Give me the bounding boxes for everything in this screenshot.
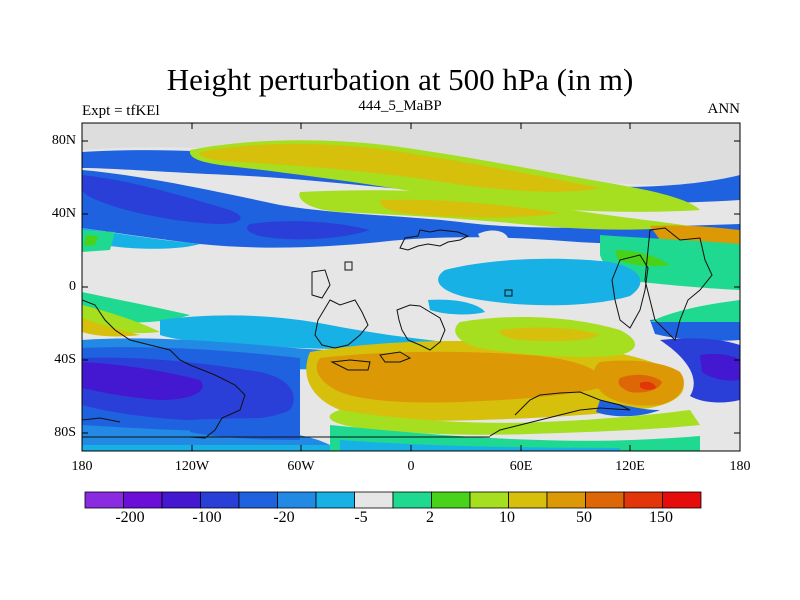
colorbar-swatch <box>238 491 278 509</box>
lat-label-0: 0 <box>69 279 76 294</box>
colorbar-swatch <box>161 491 201 509</box>
colorbar-label: -5 <box>354 509 368 526</box>
lon-label-60w: 60W <box>287 459 315 474</box>
colorbar-swatch <box>277 491 317 509</box>
lon-label-180w: 180 <box>71 459 93 474</box>
colorbar-swatch <box>200 491 240 509</box>
contour-field <box>82 123 740 451</box>
colorbar-label: 150 <box>649 509 673 526</box>
map-title: Height perturbation at 500 hPa (in m) <box>166 62 634 97</box>
colorbar-label: 10 <box>499 509 515 526</box>
colorbar-swatch <box>354 491 394 509</box>
lat-label-80s: 80S <box>54 425 76 440</box>
lat-label-80n: 80N <box>51 133 76 148</box>
colorbar-swatch <box>585 491 625 509</box>
axis-ticks <box>81 123 741 451</box>
colorbar-swatch <box>392 491 432 509</box>
lon-label-0: 0 <box>407 459 415 474</box>
lon-label-120e: 120E <box>615 459 645 474</box>
colorbar-swatch <box>84 491 124 509</box>
lon-label-60e: 60E <box>509 459 533 474</box>
colorbar-label: -200 <box>115 509 145 526</box>
colorbar-swatch <box>123 491 163 509</box>
lat-label-40s: 40S <box>54 352 76 367</box>
experiment-label: Expt = tfKEl <box>82 103 160 119</box>
lon-label-180e: 180 <box>729 459 751 474</box>
colorbar-label: -20 <box>273 509 295 526</box>
period-label: ANN <box>707 101 741 117</box>
colorbar-label: 2 <box>426 509 434 526</box>
run-label: 444_5_MaBP <box>358 98 442 114</box>
colorbar <box>84 491 702 509</box>
lon-label-120w: 120W <box>174 459 210 474</box>
colorbar-swatch <box>431 491 471 509</box>
lat-label-40n: 40N <box>51 206 76 221</box>
coastlines <box>82 227 713 439</box>
colorbar-label: 50 <box>576 509 592 526</box>
colorbar-swatch <box>662 491 702 509</box>
colorbar-label: -100 <box>192 509 222 526</box>
colorbar-swatch <box>546 491 586 509</box>
colorbar-swatch <box>315 491 355 509</box>
colorbar-swatch <box>469 491 509 509</box>
colorbar-swatch <box>508 491 548 509</box>
colorbar-swatch <box>623 491 663 509</box>
